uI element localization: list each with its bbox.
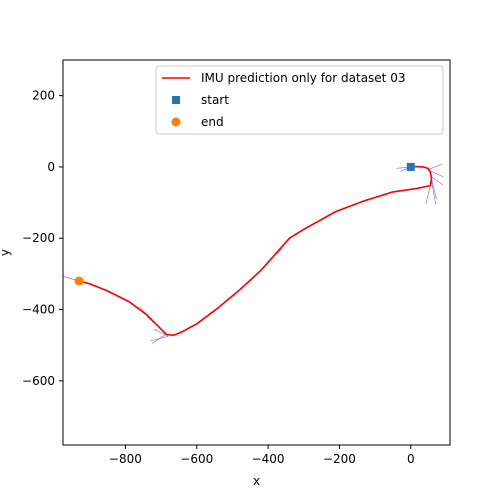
orientation-arrow — [153, 328, 169, 337]
axes-frame — [62, 59, 451, 446]
y-tick-label: −400 — [22, 303, 55, 317]
y-tick-label: −600 — [22, 374, 55, 388]
x-tick-label: −800 — [109, 452, 142, 466]
y-axis-label: y — [0, 249, 12, 256]
legend-label-trajectory: IMU prediction only for dataset 03 — [201, 71, 405, 85]
orientation-arrow — [151, 334, 165, 344]
y-tick-label: −200 — [22, 231, 55, 245]
y-tick-label: 0 — [47, 160, 55, 174]
x-tick-label: −600 — [180, 452, 213, 466]
legend-label-start: start — [201, 93, 229, 107]
legend-swatch-square — [172, 96, 180, 104]
legend: IMU prediction only for dataset 03 start… — [155, 65, 444, 135]
y-axis-ticks: 200 0 −200 −400 −600 — [22, 89, 63, 388]
x-tick-label: −400 — [252, 452, 285, 466]
trajectory-line — [78, 165, 433, 337]
end-marker — [74, 276, 84, 286]
orientation-arrow — [276, 247, 283, 255]
x-axis-ticks: −800 −600 −400 −200 0 — [109, 445, 415, 466]
legend-box — [155, 65, 444, 135]
orientation-arrows — [62, 163, 444, 344]
orientation-arrow — [427, 163, 443, 171]
x-tick-label: 0 — [407, 452, 415, 466]
orientation-arrow — [430, 175, 444, 186]
orientation-arrow — [431, 181, 437, 205]
x-tick-label: −200 — [323, 452, 356, 466]
y-tick-label: 200 — [32, 89, 55, 103]
marker-layer — [74, 162, 415, 286]
start-marker — [406, 162, 415, 171]
legend-label-end: end — [201, 115, 224, 129]
legend-swatch-circle — [171, 117, 181, 127]
orientation-arrow — [431, 178, 437, 200]
x-axis-label: x — [253, 474, 260, 488]
